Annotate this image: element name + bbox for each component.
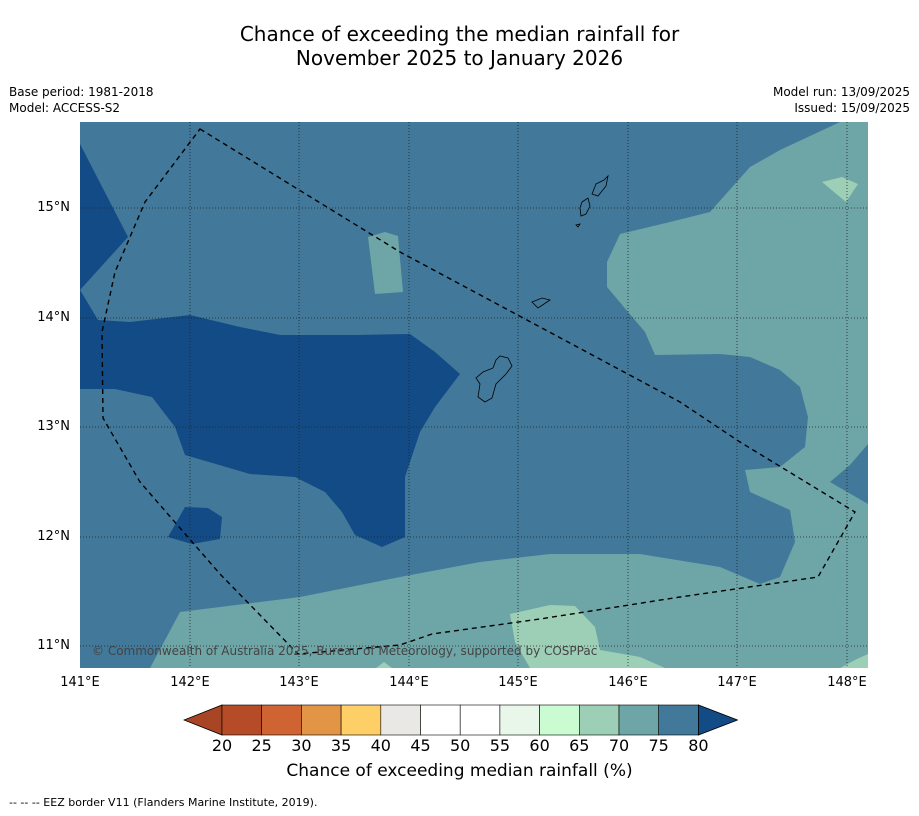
lon-label-146: 146°E (608, 675, 648, 690)
rainfall-map: © Commonwealth of Australia 2025, Bureau… (80, 122, 868, 668)
lat-label-12: 12°N (37, 529, 70, 544)
title-line-2: November 2025 to January 2026 (295, 46, 624, 70)
region-65-70-south-small (376, 662, 392, 668)
colorbar-tick-label: 20 (211, 736, 233, 755)
title-line-1: Chance of exceeding the median rainfall … (239, 22, 680, 46)
lon-label-147: 147°E (717, 675, 757, 690)
colorbar-tick-label: 55 (489, 736, 511, 755)
colorbar-tick-label: 50 (450, 736, 471, 755)
islands (475, 174, 609, 403)
lat-label-14: 14°N (37, 310, 70, 325)
colorbar-segment (578, 704, 620, 736)
lon-label-145: 145°E (498, 675, 538, 690)
colorbar-segment (459, 704, 501, 736)
chart-title: Chance of exceeding the median rainfall … (0, 22, 919, 70)
model-name: Model: ACCESS-S2 (9, 101, 121, 115)
colorbar-tick-label: 30 (291, 736, 312, 755)
colorbar-tick-label: 40 (370, 736, 391, 755)
colorbar-segment (301, 704, 342, 736)
lon-label-143: 143°E (279, 675, 319, 690)
island-rota (531, 297, 551, 309)
region-80-east (830, 444, 868, 504)
colorbar-tick-label: 45 (410, 736, 431, 755)
colorbar-segment (261, 704, 302, 736)
colorbar-segment (221, 704, 263, 736)
graticule (80, 122, 868, 668)
colorbar-segment (380, 704, 421, 736)
colorbar-segment (658, 704, 699, 736)
region-70-75-east (80, 122, 868, 668)
lat-label-13: 13°N (37, 419, 70, 434)
colorbar-tick-label: 65 (569, 736, 590, 755)
colorbar-segment (420, 704, 461, 736)
lon-label-141: 141°E (60, 675, 100, 690)
meta-left: Base period: 1981-2018 Model: ACCESS-S2 (9, 84, 154, 116)
lat-label-15: 15°N (37, 200, 70, 215)
eez-footnote: -- -- -- EEZ border V11 (Flanders Marine… (9, 796, 318, 809)
colorbar (182, 704, 739, 736)
issued-date: Issued: 15/09/2025 (794, 101, 910, 115)
colorbar-extend-low (182, 704, 223, 736)
eez-border (101, 128, 856, 655)
island-saipan (591, 174, 609, 197)
region-65-70-south (510, 605, 665, 668)
colorbar-segment (539, 704, 580, 736)
meta-right: Model run: 13/09/2025 Issued: 15/09/2025 (773, 84, 910, 116)
colorbar-tick-label: 60 (529, 736, 550, 755)
region-70-75-north (368, 232, 403, 294)
colorbar-tick-label: 80 (688, 736, 709, 755)
colorbar-extend-high (698, 704, 739, 736)
copyright-notice: © Commonwealth of Australia 2025, Bureau… (92, 644, 598, 658)
region-80-central (80, 290, 460, 547)
island-tinian (579, 197, 591, 217)
lat-label-11: 11°N (37, 638, 70, 653)
lon-label-142: 142°E (170, 675, 210, 690)
region-65-70-se (840, 654, 868, 668)
colorbar-tick-label: 75 (648, 736, 669, 755)
region-80-sw-blob (168, 507, 222, 544)
model-run: Model run: 13/09/2025 (772, 85, 910, 99)
colorbar-title: Chance of exceeding median rainfall (%) (286, 761, 633, 781)
map-svg (80, 122, 868, 668)
colorbar-segment (499, 704, 540, 736)
island-aguijan (575, 223, 581, 228)
region-80-west (80, 144, 128, 290)
base-period: Base period: 1981-2018 (9, 85, 154, 99)
colorbar-tick-label: 35 (330, 736, 352, 755)
island-guam (475, 355, 513, 403)
region-65-70-ne (822, 177, 858, 202)
lon-label-144: 144°E (389, 675, 429, 690)
colorbar-tick-label: 25 (251, 736, 272, 755)
lon-label-148: 148°E (827, 675, 867, 690)
colorbar-segment (618, 704, 660, 736)
colorbar-tick-label: 70 (608, 736, 630, 755)
colorbar-segment (340, 704, 382, 736)
colorbar-svg (182, 704, 739, 736)
